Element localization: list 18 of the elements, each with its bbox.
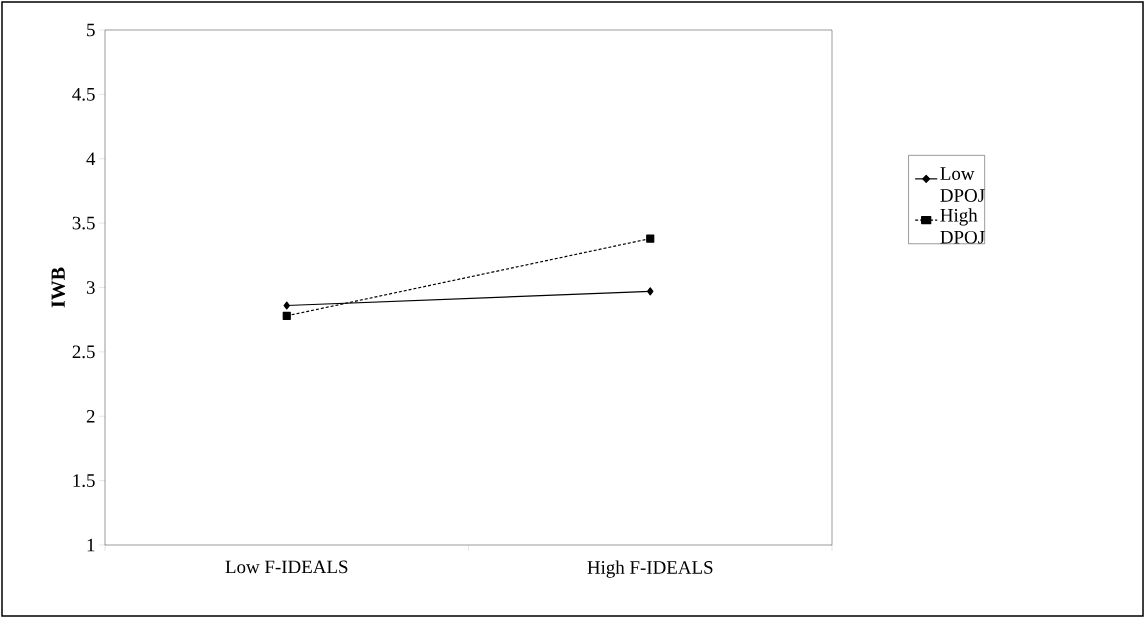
y-tick-label: 3 — [86, 281, 95, 294]
y-tick-label: 4 — [86, 152, 96, 165]
x-tick-label: High F-IDEALS — [587, 560, 713, 578]
x-tick-label: Low F-IDEALS — [225, 560, 348, 574]
y-tick-label: 2 — [86, 409, 95, 423]
y-axis-title: IWB — [51, 267, 65, 308]
y-tick-label: 1.5 — [73, 474, 95, 487]
y-tick-label: 3.5 — [72, 216, 95, 230]
y-tick-label: 1 — [87, 538, 95, 552]
y-tick-label: 2.5 — [72, 345, 95, 359]
point — [646, 234, 655, 243]
y-tick-label: 4.5 — [72, 88, 95, 101]
point — [283, 301, 290, 310]
legend-label: High DPOJ — [940, 208, 985, 244]
legend-label: Low DPOJ — [940, 167, 985, 202]
y-tick-label: 5 — [87, 23, 95, 37]
point — [647, 287, 654, 296]
point — [282, 311, 291, 320]
